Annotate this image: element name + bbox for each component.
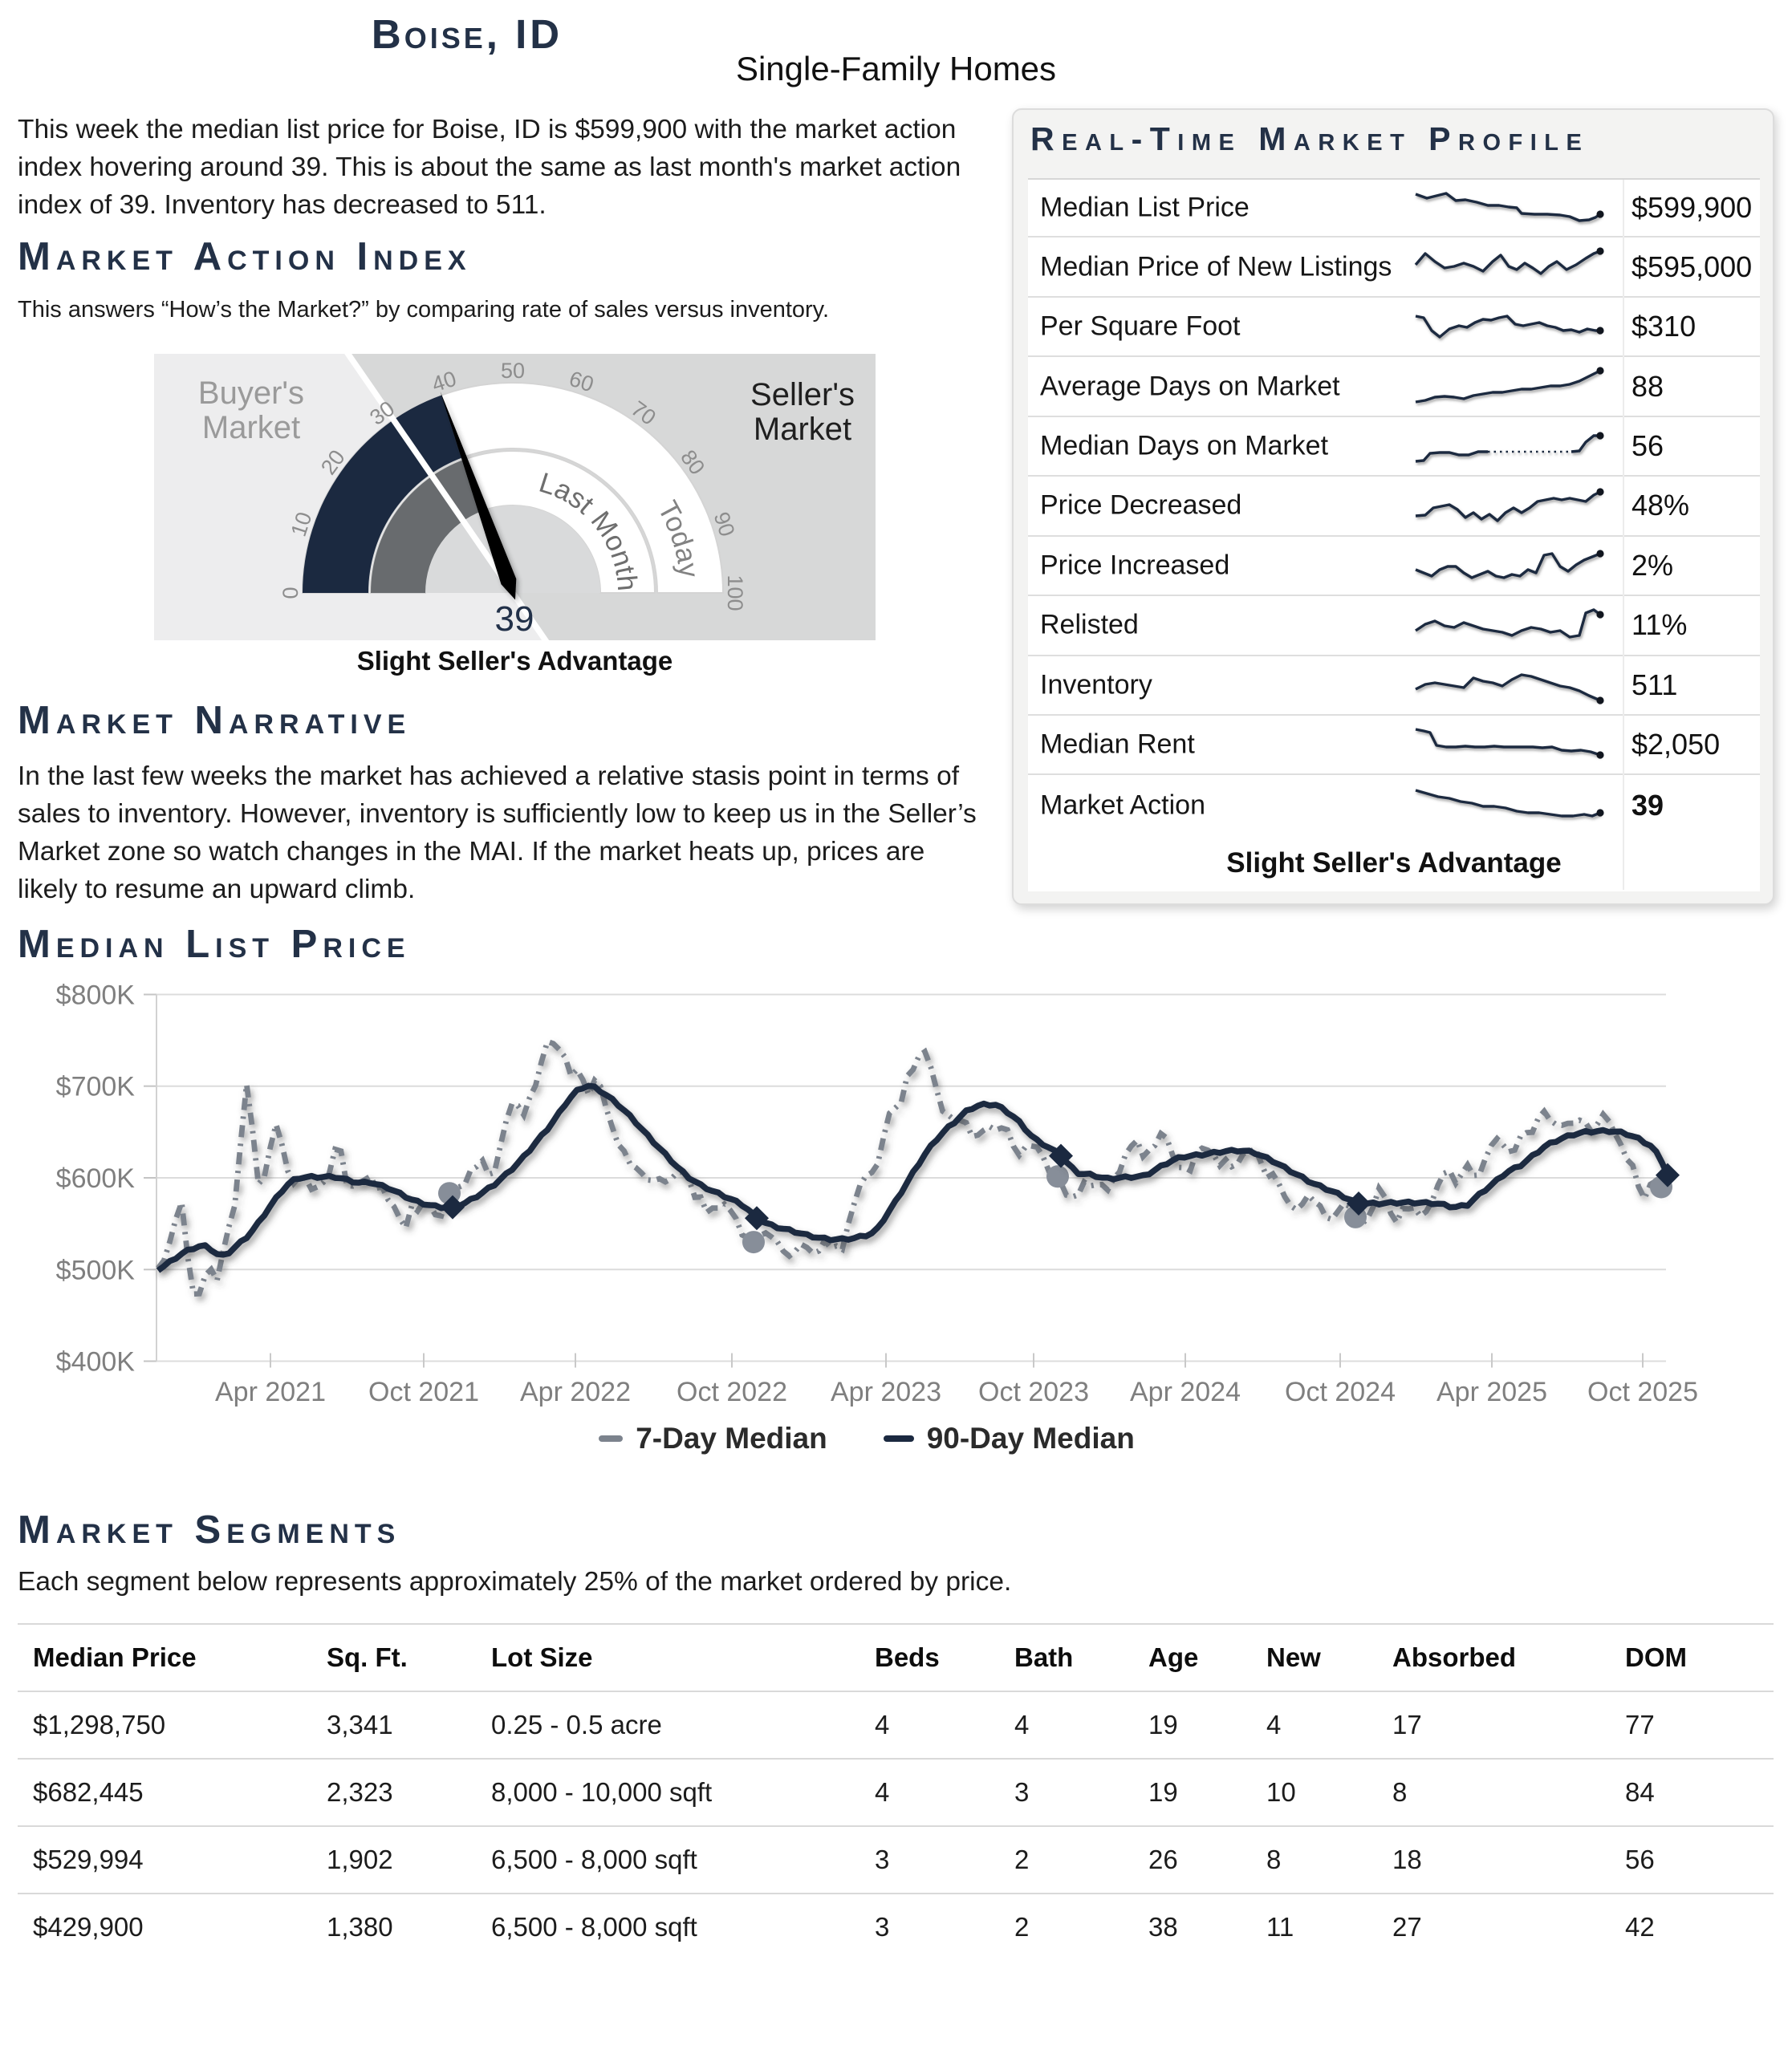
svg-text:Apr 2021: Apr 2021 xyxy=(215,1377,326,1407)
svg-text:39: 39 xyxy=(495,599,534,639)
svg-text:Seller's: Seller's xyxy=(750,377,855,412)
svg-text:$700K: $700K xyxy=(56,1072,136,1102)
svg-text:0: 0 xyxy=(278,587,303,599)
svg-text:Market: Market xyxy=(754,412,851,447)
svg-text:Oct 2021: Oct 2021 xyxy=(368,1377,479,1407)
svg-text:$400K: $400K xyxy=(56,1347,136,1378)
svg-text:$800K: $800K xyxy=(56,980,136,1011)
svg-text:Apr 2023: Apr 2023 xyxy=(831,1377,941,1407)
svg-text:Apr 2022: Apr 2022 xyxy=(520,1377,631,1407)
svg-text:$500K: $500K xyxy=(56,1255,136,1285)
svg-text:$600K: $600K xyxy=(56,1163,136,1194)
svg-text:Oct 2023: Oct 2023 xyxy=(978,1377,1089,1407)
svg-text:Oct 2024: Oct 2024 xyxy=(1285,1377,1396,1407)
svg-text:50: 50 xyxy=(501,359,525,383)
svg-text:Apr 2024: Apr 2024 xyxy=(1130,1377,1241,1407)
svg-text:Apr 2025: Apr 2025 xyxy=(1436,1377,1547,1407)
svg-text:Buyer's: Buyer's xyxy=(198,375,304,411)
svg-text:Market: Market xyxy=(202,410,300,445)
svg-text:Oct 2025: Oct 2025 xyxy=(1587,1377,1698,1407)
svg-text:Oct 2022: Oct 2022 xyxy=(677,1377,787,1407)
svg-text:100: 100 xyxy=(723,574,747,611)
